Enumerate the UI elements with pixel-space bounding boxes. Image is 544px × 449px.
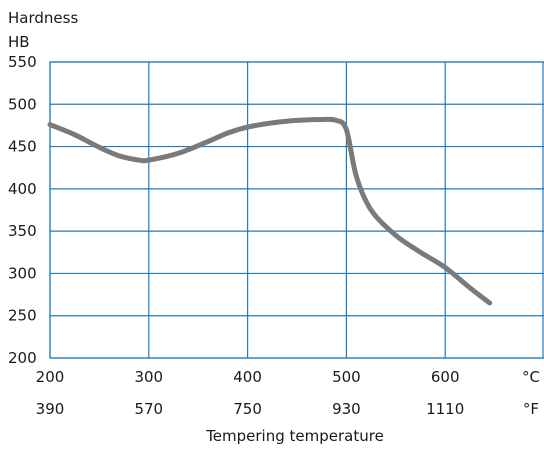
x-tick-label-primary: 200 <box>36 368 65 386</box>
y-tick-label: 300 <box>8 264 37 282</box>
labels: Hardness HB °C °F Tempering temperature … <box>8 9 540 445</box>
x-tick-label-primary: 400 <box>233 368 262 386</box>
x-axis-label: Tempering temperature <box>205 427 384 445</box>
series-layer <box>47 116 493 306</box>
x-tick-label-primary: 500 <box>332 368 361 386</box>
y-tick-label: 550 <box>8 53 37 71</box>
y-tick-label: 500 <box>8 95 37 113</box>
x-axis-unit-primary: °C <box>522 368 540 386</box>
y-tick-label: 350 <box>8 222 37 240</box>
x-tick-label-primary: 600 <box>431 368 460 386</box>
y-tick-label: 450 <box>8 138 37 156</box>
x-tick-label-secondary: 1110 <box>426 400 464 418</box>
y-tick-label: 400 <box>8 180 37 198</box>
plot-frame <box>49 61 544 359</box>
y-axis-label-line-2: HB <box>8 33 30 51</box>
grid <box>49 61 544 359</box>
x-tick-label-primary: 300 <box>134 368 163 386</box>
x-axis-unit-secondary: °F <box>523 400 539 418</box>
hardness-curve <box>47 116 493 306</box>
y-tick-label: 250 <box>8 307 37 325</box>
y-axis-label-line-1: Hardness <box>8 9 78 27</box>
x-tick-label-secondary: 930 <box>332 400 361 418</box>
y-tick-label: 200 <box>8 349 37 367</box>
x-tick-label-secondary: 750 <box>233 400 262 418</box>
x-tick-label-secondary: 570 <box>134 400 163 418</box>
x-tick-label-secondary: 390 <box>36 400 65 418</box>
